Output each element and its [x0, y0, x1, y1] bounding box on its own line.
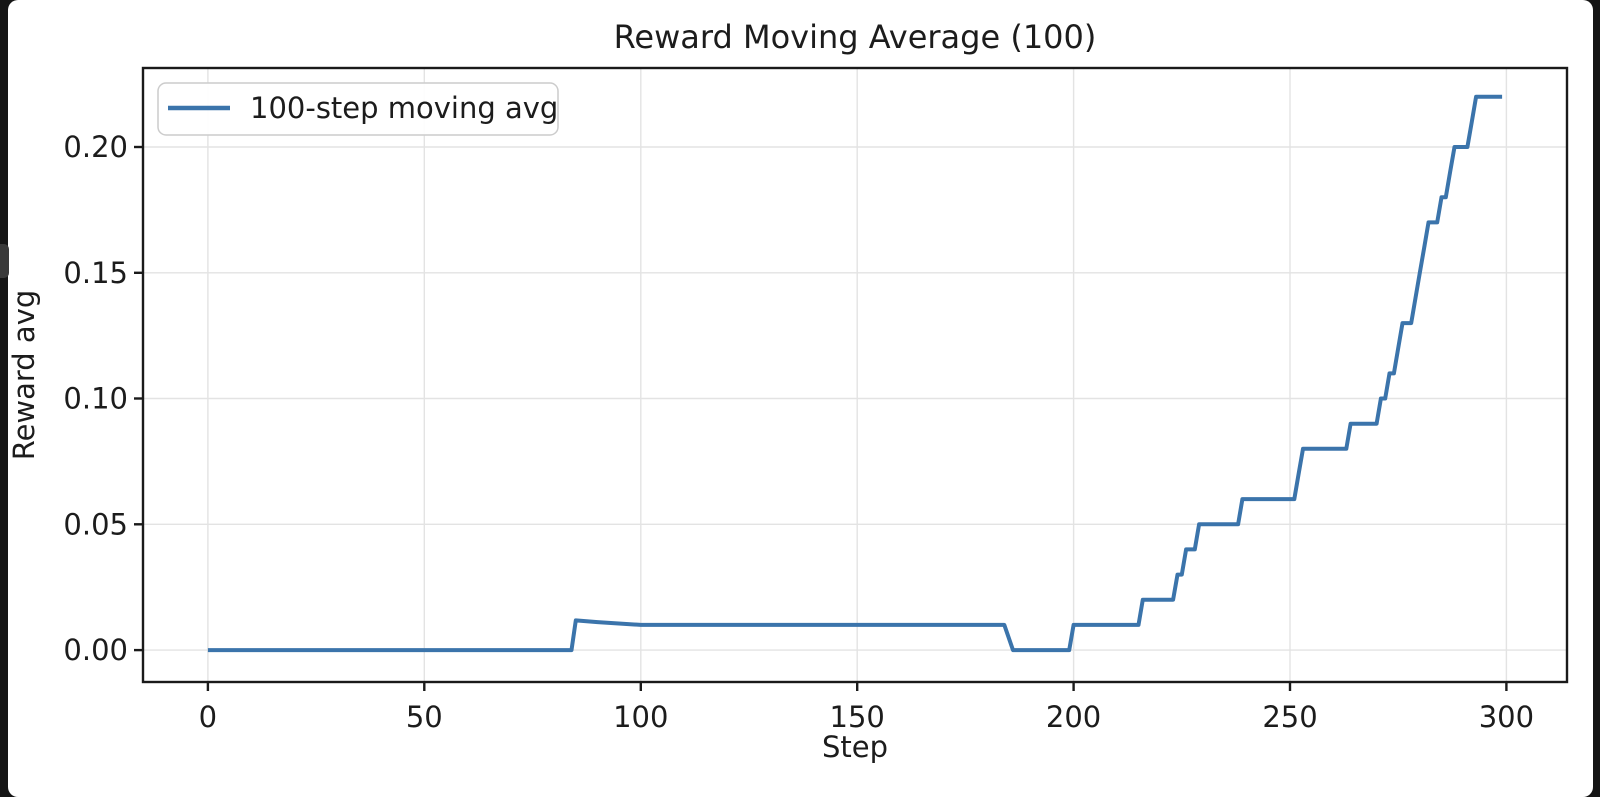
plot-border [141, 66, 1569, 684]
y-tick-label: 0.10 [63, 382, 128, 416]
right-rail [1593, 0, 1600, 797]
y-tick-label: 0.15 [63, 256, 128, 290]
x-axis-label: Step [822, 730, 888, 764]
x-tick-label: 300 [1479, 700, 1534, 734]
y-tick-label: 0.20 [63, 130, 128, 164]
reward-chart: 0 50 100 150 200 250 300 0.000.050.100.150.20 … [8, 18, 1569, 764]
x-tick-label: 0 [199, 700, 217, 734]
left-rail [0, 0, 8, 797]
y-tick-labels: 0.00 0.05 0.10 0.15 0.20 [63, 130, 128, 667]
x-tick-label: 250 [1262, 700, 1317, 734]
x-tick-label: 100 [613, 700, 668, 734]
y-tick-label: 0.05 [63, 507, 128, 541]
axis-ticks [134, 145, 1508, 691]
figure: 0 50 100 150 200 250 300 0.00 0.05 0.10 0.15 0.20 … [8, 0, 1593, 797]
x-tick-label: 150 [830, 700, 885, 734]
chart-title: Reward Moving Average (100) [614, 18, 1097, 56]
left-rail-drag-handle[interactable] [0, 244, 9, 278]
legend-box [157, 82, 559, 136]
x-tick-label: 200 [1046, 700, 1101, 734]
gridlines [143, 68, 1567, 682]
x-tick-label: 50 [406, 700, 443, 734]
legend: 100-step moving avg [157, 82, 559, 136]
y-axis-label: Reward avg [8, 290, 41, 461]
y-tick-label: 0.00 [63, 633, 128, 667]
series-line [207, 94, 1503, 653]
x-tick-labels: 0 50 100 150 200 250 300 [199, 700, 1534, 734]
legend-label: 100-step moving avg [250, 91, 558, 125]
